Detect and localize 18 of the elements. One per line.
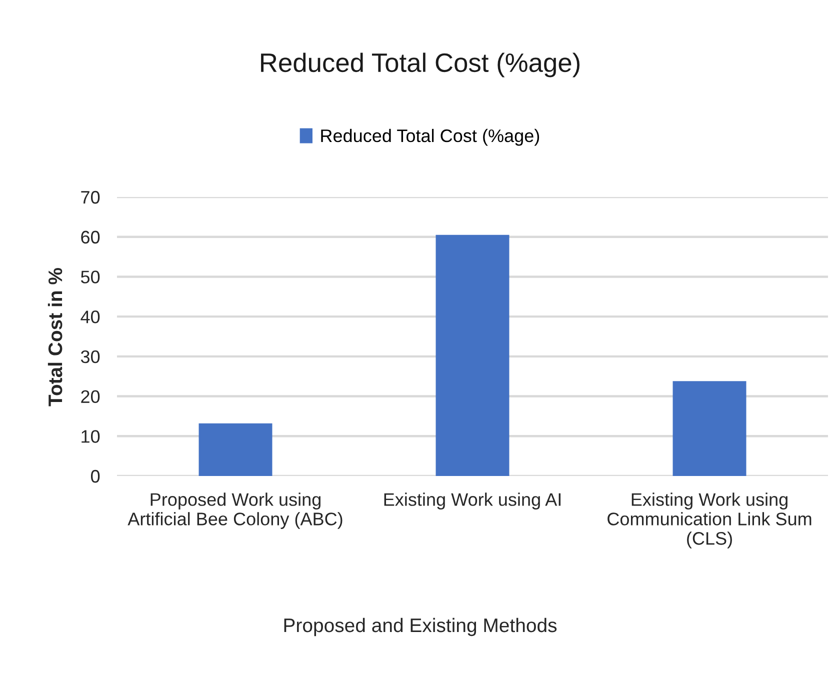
y-tick-label: 50	[80, 270, 100, 284]
bar	[672, 381, 746, 476]
x-tick-label: Existing Work using AI	[384, 492, 560, 510]
bar	[198, 423, 272, 476]
y-axis-title: Total Cost in %	[48, 268, 62, 406]
x-axis-title: Proposed and Existing Methods	[284, 618, 557, 636]
x-tick-label: Existing Work using Communication Link Sum (CLS)	[608, 492, 812, 548]
y-tick-label: 40	[80, 310, 100, 324]
y-tick-label: 70	[81, 190, 100, 204]
chart-title: Reduced Total Cost (%age)	[261, 52, 580, 78]
y-tick-label: 30	[80, 350, 100, 364]
y-tick-label: 10	[82, 430, 100, 443]
y-tick-label: 0	[91, 470, 100, 483]
y-tick-label: 20	[81, 390, 100, 404]
bar	[436, 234, 510, 476]
x-tick-label: Proposed Work using Artificial Bee Colony (ABC)	[128, 492, 342, 529]
legend-label: Reduced Total Cost (%age)	[321, 128, 540, 146]
y-tick-label: 60	[81, 230, 100, 244]
